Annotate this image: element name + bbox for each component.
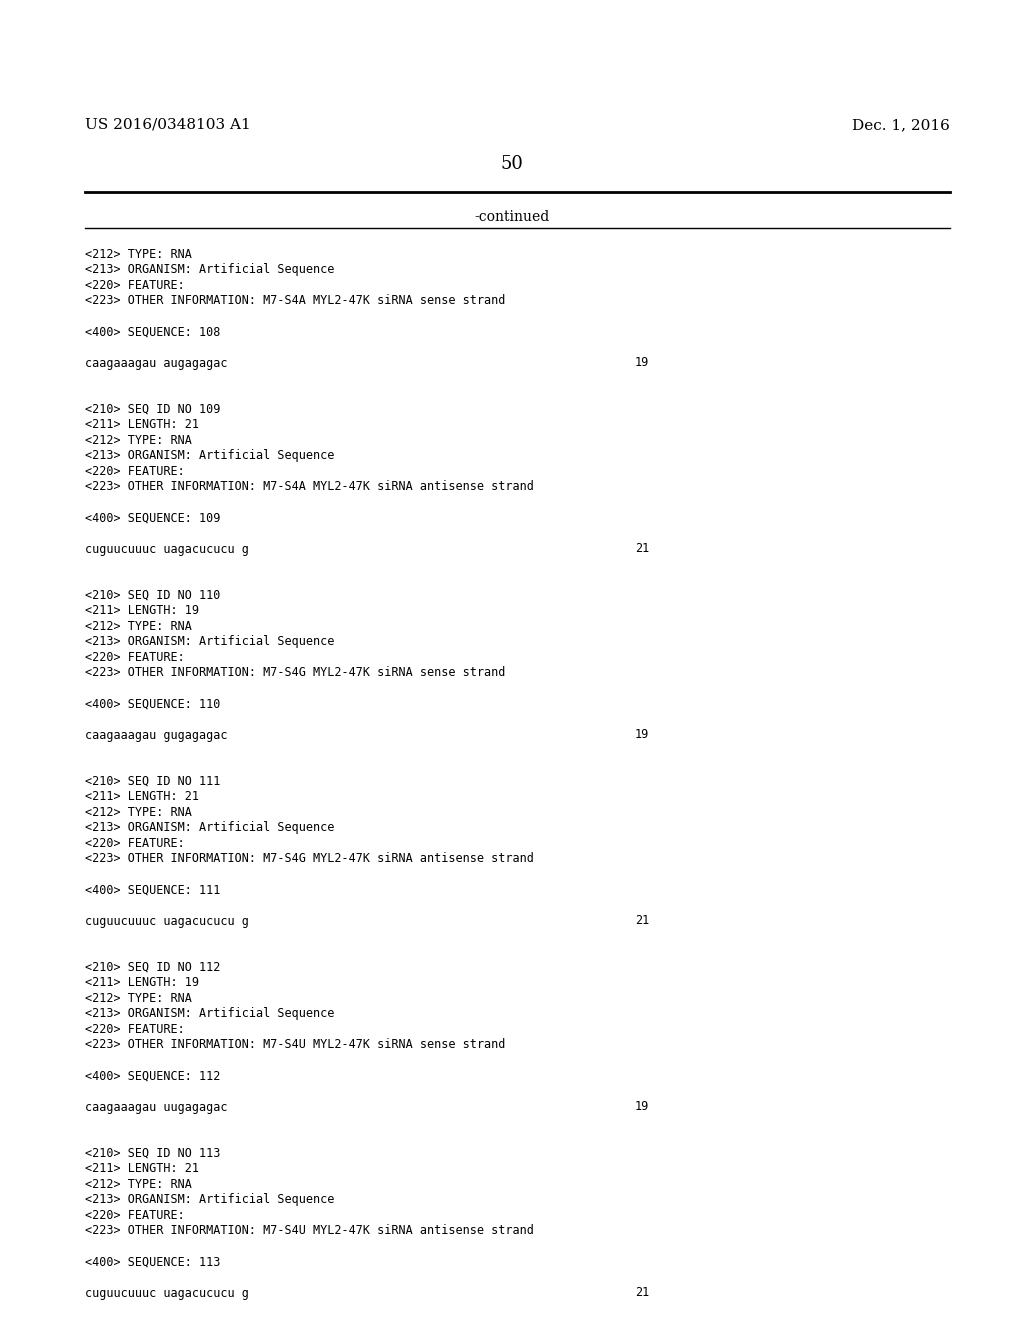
Text: <400> SEQUENCE: 112: <400> SEQUENCE: 112	[85, 1069, 220, 1082]
Text: caagaaagau gugagagac: caagaaagau gugagagac	[85, 729, 227, 742]
Text: <220> FEATURE:: <220> FEATURE:	[85, 651, 184, 664]
Text: <400> SEQUENCE: 108: <400> SEQUENCE: 108	[85, 326, 220, 338]
Text: <211> LENGTH: 21: <211> LENGTH: 21	[85, 1163, 199, 1176]
Text: <223> OTHER INFORMATION: M7-S4U MYL2-47K siRNA antisense strand: <223> OTHER INFORMATION: M7-S4U MYL2-47K…	[85, 1225, 534, 1238]
Text: <400> SEQUENCE: 109: <400> SEQUENCE: 109	[85, 511, 220, 524]
Text: <212> TYPE: RNA: <212> TYPE: RNA	[85, 1177, 191, 1191]
Text: <211> LENGTH: 19: <211> LENGTH: 19	[85, 977, 199, 990]
Text: <220> FEATURE:: <220> FEATURE:	[85, 1209, 184, 1222]
Text: <213> ORGANISM: Artificial Sequence: <213> ORGANISM: Artificial Sequence	[85, 1193, 335, 1206]
Text: <220> FEATURE:: <220> FEATURE:	[85, 837, 184, 850]
Text: Dec. 1, 2016: Dec. 1, 2016	[852, 117, 950, 132]
Text: <211> LENGTH: 21: <211> LENGTH: 21	[85, 791, 199, 804]
Text: 19: 19	[635, 1101, 649, 1114]
Text: <220> FEATURE:: <220> FEATURE:	[85, 279, 184, 292]
Text: <400> SEQUENCE: 111: <400> SEQUENCE: 111	[85, 883, 220, 896]
Text: <223> OTHER INFORMATION: M7-S4A MYL2-47K siRNA antisense strand: <223> OTHER INFORMATION: M7-S4A MYL2-47K…	[85, 480, 534, 494]
Text: <213> ORGANISM: Artificial Sequence: <213> ORGANISM: Artificial Sequence	[85, 1007, 335, 1020]
Text: <212> TYPE: RNA: <212> TYPE: RNA	[85, 248, 191, 261]
Text: 21: 21	[635, 915, 649, 928]
Text: <211> LENGTH: 21: <211> LENGTH: 21	[85, 418, 199, 432]
Text: 19: 19	[635, 356, 649, 370]
Text: caagaaagau uugagagac: caagaaagau uugagagac	[85, 1101, 227, 1114]
Text: <210> SEQ ID NO 110: <210> SEQ ID NO 110	[85, 589, 220, 602]
Text: 21: 21	[635, 543, 649, 556]
Text: <213> ORGANISM: Artificial Sequence: <213> ORGANISM: Artificial Sequence	[85, 821, 335, 834]
Text: <220> FEATURE:: <220> FEATURE:	[85, 1023, 184, 1036]
Text: <213> ORGANISM: Artificial Sequence: <213> ORGANISM: Artificial Sequence	[85, 635, 335, 648]
Text: <212> TYPE: RNA: <212> TYPE: RNA	[85, 993, 191, 1005]
Text: <212> TYPE: RNA: <212> TYPE: RNA	[85, 434, 191, 447]
Text: <400> SEQUENCE: 110: <400> SEQUENCE: 110	[85, 697, 220, 710]
Text: <223> OTHER INFORMATION: M7-S4G MYL2-47K siRNA antisense strand: <223> OTHER INFORMATION: M7-S4G MYL2-47K…	[85, 853, 534, 866]
Text: caagaaagau augagagac: caagaaagau augagagac	[85, 356, 227, 370]
Text: <210> SEQ ID NO 113: <210> SEQ ID NO 113	[85, 1147, 220, 1160]
Text: -continued: -continued	[474, 210, 550, 224]
Text: <223> OTHER INFORMATION: M7-S4A MYL2-47K siRNA sense strand: <223> OTHER INFORMATION: M7-S4A MYL2-47K…	[85, 294, 506, 308]
Text: <210> SEQ ID NO 112: <210> SEQ ID NO 112	[85, 961, 220, 974]
Text: <211> LENGTH: 19: <211> LENGTH: 19	[85, 605, 199, 618]
Text: <213> ORGANISM: Artificial Sequence: <213> ORGANISM: Artificial Sequence	[85, 450, 335, 462]
Text: <223> OTHER INFORMATION: M7-S4G MYL2-47K siRNA sense strand: <223> OTHER INFORMATION: M7-S4G MYL2-47K…	[85, 667, 506, 680]
Text: <400> SEQUENCE: 113: <400> SEQUENCE: 113	[85, 1255, 220, 1269]
Text: <223> OTHER INFORMATION: M7-S4U MYL2-47K siRNA sense strand: <223> OTHER INFORMATION: M7-S4U MYL2-47K…	[85, 1039, 506, 1052]
Text: <212> TYPE: RNA: <212> TYPE: RNA	[85, 620, 191, 634]
Text: 19: 19	[635, 729, 649, 742]
Text: cuguucuuuc uagacucucu g: cuguucuuuc uagacucucu g	[85, 915, 249, 928]
Text: <210> SEQ ID NO 111: <210> SEQ ID NO 111	[85, 775, 220, 788]
Text: <213> ORGANISM: Artificial Sequence: <213> ORGANISM: Artificial Sequence	[85, 264, 335, 276]
Text: cuguucuuuc uagacucucu g: cuguucuuuc uagacucucu g	[85, 1287, 249, 1299]
Text: 50: 50	[501, 154, 523, 173]
Text: <220> FEATURE:: <220> FEATURE:	[85, 465, 184, 478]
Text: US 2016/0348103 A1: US 2016/0348103 A1	[85, 117, 251, 132]
Text: 21: 21	[635, 1287, 649, 1299]
Text: <212> TYPE: RNA: <212> TYPE: RNA	[85, 807, 191, 818]
Text: cuguucuuuc uagacucucu g: cuguucuuuc uagacucucu g	[85, 543, 249, 556]
Text: <210> SEQ ID NO 109: <210> SEQ ID NO 109	[85, 403, 220, 416]
